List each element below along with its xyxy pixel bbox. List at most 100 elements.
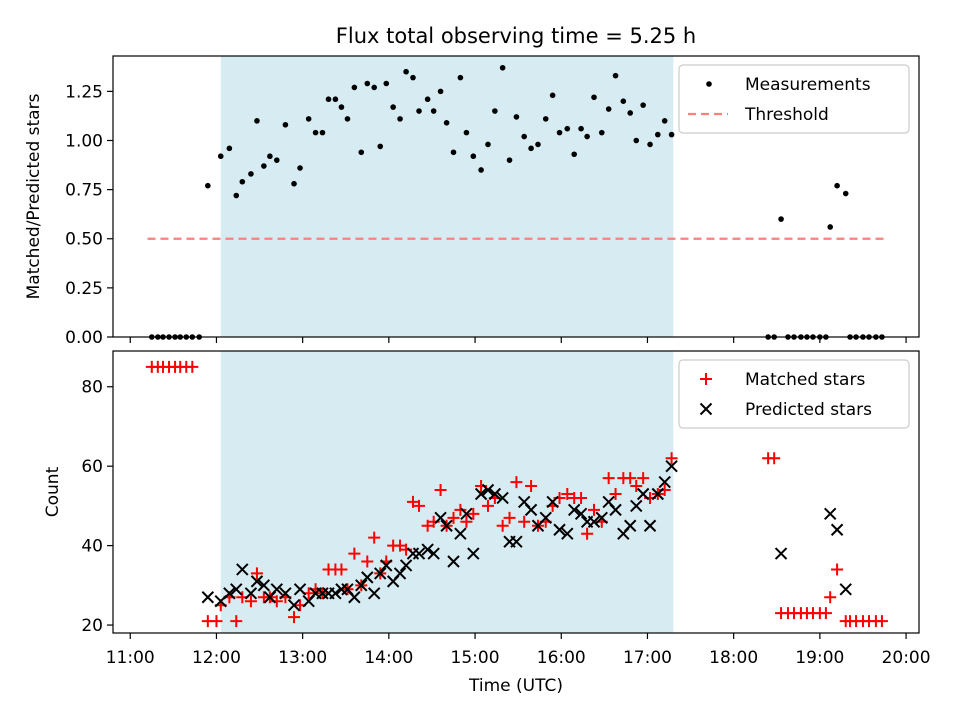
predicted-star-point xyxy=(223,587,236,600)
predicted-star-point xyxy=(824,507,837,521)
x-tick-label: 12:00 xyxy=(192,648,241,668)
legend-label: Matched stars xyxy=(745,370,865,390)
y-tick-label: 80 xyxy=(81,378,103,398)
matched-star-point xyxy=(250,567,263,580)
measurement-point xyxy=(640,102,646,108)
measurement-point xyxy=(842,190,849,197)
predicted-star-point xyxy=(636,487,650,501)
matched-star-point xyxy=(561,487,574,500)
predicted-star-point xyxy=(412,547,426,560)
bottom-panel: 20 40 60 80 11:00 12:00 13:00 14:00 15:00 16:00 17… xyxy=(43,350,931,696)
predicted-star-point xyxy=(643,519,657,532)
measurement-point xyxy=(338,104,345,110)
y-tick-label: 0.75 xyxy=(65,181,103,201)
measurement-point xyxy=(499,64,506,71)
measurement-point xyxy=(564,125,571,132)
predicted-star-point xyxy=(524,503,538,517)
measurement-point xyxy=(668,131,675,138)
matched-star-point xyxy=(394,539,407,552)
x-tick-label: 20:00 xyxy=(882,648,931,668)
measurement-point xyxy=(273,157,280,163)
matched-star-point xyxy=(768,452,781,465)
predicted-star-point xyxy=(539,511,552,525)
matched-star-point xyxy=(496,519,509,532)
matched-star-point xyxy=(875,615,888,628)
predicted-star-point xyxy=(546,495,559,509)
predicted-star-point xyxy=(488,487,502,501)
measurement-point xyxy=(410,74,416,81)
measurement-point xyxy=(248,171,254,177)
x-tick-label: 19:00 xyxy=(795,648,844,668)
matched-star-point xyxy=(602,472,615,485)
measurement-point xyxy=(463,129,470,136)
matched-star-point xyxy=(518,515,531,528)
matched-star-point xyxy=(460,515,473,528)
matched-star-point xyxy=(421,519,434,532)
measurement-point xyxy=(578,125,584,132)
measurement-point xyxy=(397,116,403,122)
measurement-point xyxy=(282,121,289,128)
measurement-point xyxy=(267,153,273,160)
measurement-point xyxy=(521,133,527,140)
predicted-star-point xyxy=(447,555,460,568)
predicted-star-point xyxy=(348,591,361,604)
measurement-point xyxy=(364,80,371,87)
matched-star-point xyxy=(288,611,301,624)
matched-star-point xyxy=(348,547,361,560)
predicted-star-point xyxy=(609,503,622,517)
measurement-point xyxy=(450,149,457,156)
measurement-point xyxy=(205,182,211,189)
matched-star-point xyxy=(210,615,223,628)
x-tick-label: 15:00 xyxy=(451,648,500,668)
measurement-point xyxy=(542,116,549,122)
matched-star-point xyxy=(630,480,643,493)
measurement-point xyxy=(297,165,303,171)
y-tick-label: 60 xyxy=(81,457,103,477)
measurement-point xyxy=(403,68,409,75)
chart-title: Flux total observing time = 5.25 h xyxy=(336,24,696,48)
predicted-star-point xyxy=(380,559,393,572)
x-tick-label: 18:00 xyxy=(709,648,758,668)
predicted-star-point xyxy=(658,475,671,489)
matched-star-point xyxy=(588,503,601,516)
series-matched-stars xyxy=(145,360,888,628)
measurement-point xyxy=(591,94,597,101)
predicted-star-point xyxy=(665,459,678,473)
legend-label: Measurements xyxy=(745,75,871,95)
matched-star-point xyxy=(406,495,419,508)
matched-star-point xyxy=(581,527,594,540)
y-axis-label: Count xyxy=(43,466,63,517)
measurement-point xyxy=(291,180,297,187)
measurement-point xyxy=(661,118,668,124)
predicted-star-point xyxy=(567,503,581,517)
measurement-point xyxy=(571,151,577,158)
predicted-star-point xyxy=(250,575,264,588)
matched-star-point xyxy=(510,476,523,489)
matched-star-point xyxy=(413,499,426,512)
measurement-point xyxy=(513,114,520,120)
matched-star-point xyxy=(368,531,381,544)
predicted-star-point xyxy=(454,527,467,540)
legend: Matched stars Predicted stars xyxy=(678,359,910,429)
predicted-star-point xyxy=(474,487,488,501)
measurement-point xyxy=(647,141,653,148)
measurement-point xyxy=(627,110,634,116)
legend-label: Threshold xyxy=(744,105,829,125)
matched-star-point xyxy=(575,491,588,504)
predicted-star-point xyxy=(279,587,292,600)
measurement-point xyxy=(528,145,534,152)
measurement-point xyxy=(549,92,556,99)
predicted-star-point xyxy=(427,547,440,560)
y-tick-label: 0.25 xyxy=(65,279,103,299)
x-tick-label: 13:00 xyxy=(278,648,327,668)
matched-star-point xyxy=(831,563,844,576)
matched-star-point xyxy=(361,555,374,568)
predicted-star-point xyxy=(355,579,368,592)
measurement-point xyxy=(377,143,384,150)
x-tick-label: 16:00 xyxy=(537,648,586,668)
predicted-star-point xyxy=(244,587,258,600)
measurement-point xyxy=(655,131,661,138)
predicted-star-point xyxy=(287,598,301,612)
measurement-point xyxy=(430,108,437,114)
measurement-point xyxy=(437,88,444,95)
